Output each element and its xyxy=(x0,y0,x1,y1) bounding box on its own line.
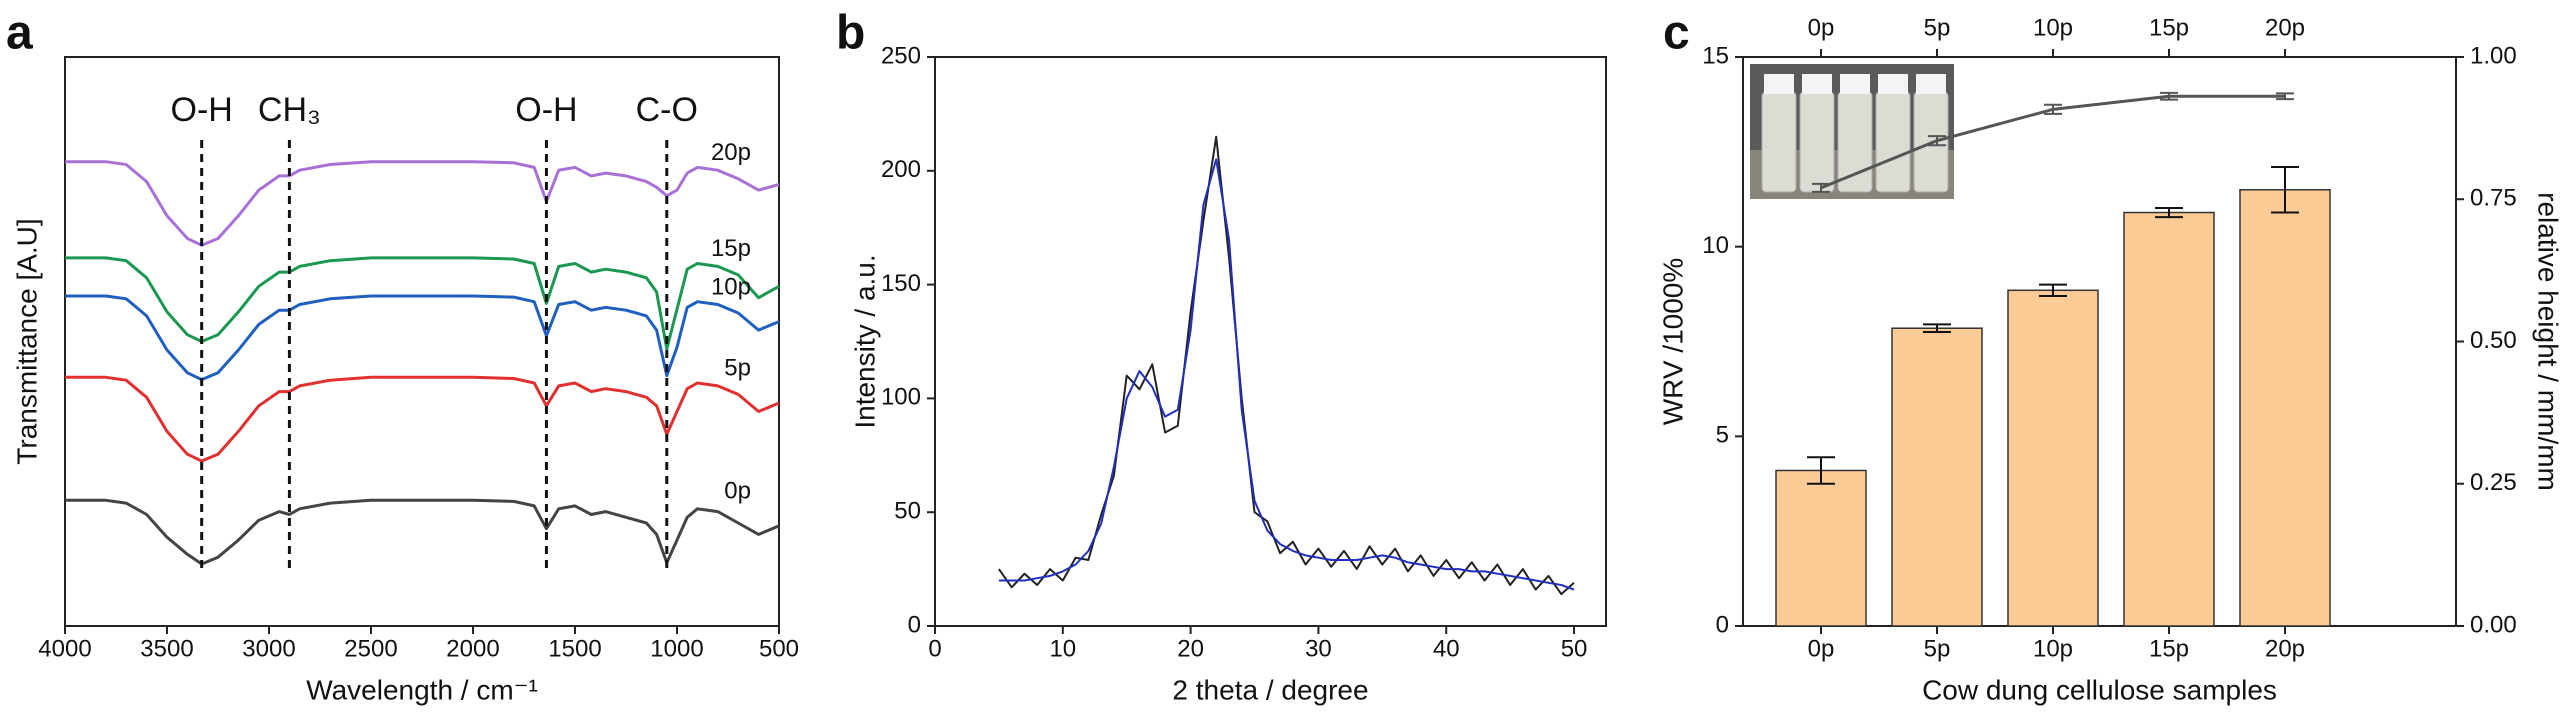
y2-tick-label: 0.00 xyxy=(2470,611,2517,638)
series-line xyxy=(998,135,1575,596)
error-bar xyxy=(1928,135,1946,147)
x-axis-label: Cow dung cellulose samples xyxy=(1922,674,2277,705)
bar xyxy=(1891,327,1983,627)
x-axis-label: 2 theta / degree xyxy=(1172,674,1368,705)
y-tick-label: 10 xyxy=(1702,232,1729,259)
series-line xyxy=(998,158,1575,591)
x-tick-label: 3000 xyxy=(242,635,295,662)
annotation: CH₃ xyxy=(258,91,321,129)
y-axis-label: WRV /1000% xyxy=(1657,258,1688,426)
y2-tick-label: 1.00 xyxy=(2470,42,2517,69)
y2-tick-label: 0.50 xyxy=(2470,327,2517,354)
x-axis-label: Wavelength / cm⁻¹ xyxy=(306,674,538,705)
error-bar xyxy=(1923,323,1951,334)
top-tick-label: 10p xyxy=(2033,14,2073,41)
y-tick-label: 200 xyxy=(881,156,921,183)
error-bar xyxy=(1812,182,1830,193)
annotation: O-H xyxy=(515,91,577,129)
panel-letter: b xyxy=(836,7,865,60)
inset-photo xyxy=(1750,64,1954,199)
y-tick-label: 100 xyxy=(881,384,921,411)
x-tick-label: 40 xyxy=(1433,635,1460,662)
series-label: 20p xyxy=(711,139,751,166)
x-tick-label: 50 xyxy=(1561,635,1588,662)
x-tick-label: 5p xyxy=(1924,635,1951,662)
x-tick-label: 0 xyxy=(928,635,941,662)
series-label: 5p xyxy=(724,355,751,382)
x-tick-label: 4000 xyxy=(38,635,91,662)
y-tick-label: 250 xyxy=(881,42,921,69)
bar xyxy=(1775,469,1867,627)
x-tick-label: 10 xyxy=(1049,635,1076,662)
x-tick-label: 20 xyxy=(1177,635,1204,662)
top-tick-label: 15p xyxy=(2149,14,2189,41)
error-bar xyxy=(2039,283,2067,297)
y2-axis-label: relative height / mm/mm xyxy=(2533,192,2560,491)
plot-frame xyxy=(64,56,780,627)
y-tick-label: 0 xyxy=(908,611,921,638)
bar xyxy=(2239,189,2331,627)
error-bar xyxy=(2155,206,2183,219)
series-line xyxy=(65,256,780,351)
y-axis-label: Transmittance [A.U] xyxy=(11,218,42,464)
x-tick-label: 30 xyxy=(1305,635,1332,662)
y-tick-label: 0 xyxy=(1716,611,1729,638)
top-tick-label: 5p xyxy=(1924,14,1951,41)
plot-frame xyxy=(934,56,1607,627)
series-label: 15p xyxy=(711,235,751,262)
panel-letter: a xyxy=(6,7,33,60)
series-label: 0p xyxy=(724,478,751,505)
series-line xyxy=(65,160,780,247)
error-bar xyxy=(2271,166,2299,214)
error-bar xyxy=(2044,103,2062,115)
x-tick-label: 2500 xyxy=(344,635,397,662)
series-label: 10p xyxy=(711,273,751,300)
top-tick-label: 20p xyxy=(2265,14,2305,41)
series-line xyxy=(65,375,780,463)
series-line xyxy=(65,294,780,382)
x-tick-label: 1500 xyxy=(548,635,601,662)
x-tick-label: 1000 xyxy=(650,635,703,662)
y-axis-label: Intensity / a.u. xyxy=(849,254,880,428)
error-bar xyxy=(2276,92,2294,101)
series-line xyxy=(65,498,780,566)
top-tick-label: 0p xyxy=(1808,14,1835,41)
y2-tick-label: 0.75 xyxy=(2470,185,2517,212)
x-tick-label: 20p xyxy=(2265,635,2305,662)
x-tick-label: 3500 xyxy=(140,635,193,662)
bar xyxy=(2123,211,2215,627)
annotation: C-O xyxy=(636,91,698,129)
bar xyxy=(2007,289,2099,627)
y-tick-label: 50 xyxy=(894,498,921,525)
x-tick-label: 2000 xyxy=(446,635,499,662)
error-bar xyxy=(1807,456,1835,485)
x-tick-label: 10p xyxy=(2033,635,2073,662)
x-tick-label: 0p xyxy=(1808,635,1835,662)
error-bar xyxy=(2160,91,2178,101)
y-tick-label: 150 xyxy=(881,270,921,297)
panel-letter: c xyxy=(1663,7,1690,60)
y2-tick-label: 0.25 xyxy=(2470,469,2517,496)
y-tick-label: 15 xyxy=(1702,42,1729,69)
annotation: O-H xyxy=(171,91,233,129)
y-tick-label: 5 xyxy=(1716,422,1729,449)
x-tick-label: 500 xyxy=(759,635,799,662)
x-tick-label: 15p xyxy=(2149,635,2189,662)
